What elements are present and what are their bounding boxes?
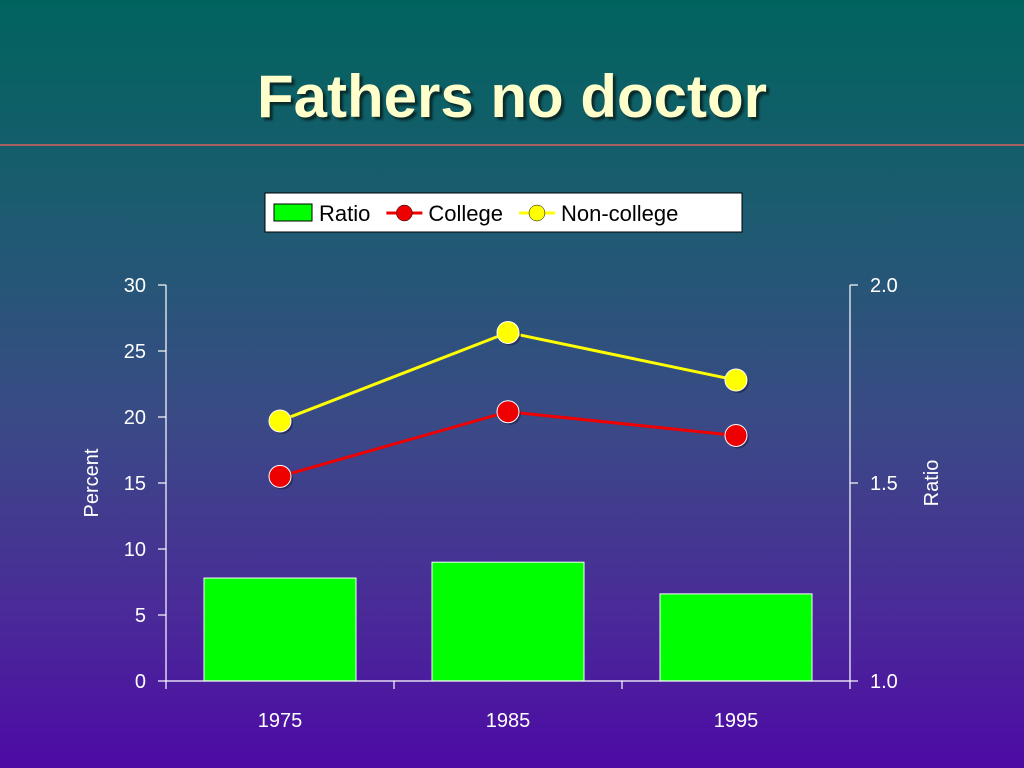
legend-label-ratio: Ratio bbox=[319, 201, 370, 226]
college-point-1995 bbox=[724, 423, 748, 447]
legend-box bbox=[264, 192, 743, 233]
left-tick-label-10: 10 bbox=[124, 539, 146, 561]
y2-axis-title: Ratio bbox=[921, 460, 943, 507]
legend-label-college: College bbox=[428, 201, 503, 226]
y-axis-title: Percent bbox=[81, 448, 103, 517]
right-tick-label-1.0: 1.0 bbox=[870, 671, 898, 693]
ratio-bar-1995 bbox=[659, 593, 813, 682]
ratio-bars bbox=[203, 561, 813, 682]
left-tick-label-5: 5 bbox=[135, 605, 146, 627]
legend-label-non-college: Non-college bbox=[561, 201, 678, 226]
legend: Ratio College Non-college bbox=[264, 192, 743, 233]
chart-axes: 0 5 10 15 20 25 30 1.0 1.5 2.0 1975 1985 1995 Percent… bbox=[81, 275, 943, 732]
college-point-1975 bbox=[268, 464, 292, 488]
x-tick-label-1995: 1995 bbox=[714, 710, 759, 732]
right-tick-label-1.5: 1.5 bbox=[870, 473, 898, 495]
left-tick-label-20: 20 bbox=[124, 407, 146, 429]
non-college-point-1985 bbox=[496, 321, 520, 345]
left-tick-label-15: 15 bbox=[124, 473, 146, 495]
ratio-bar-1985 bbox=[431, 561, 585, 682]
college-point-1985 bbox=[496, 400, 520, 424]
left-tick-label-25: 25 bbox=[124, 341, 146, 363]
non-college-point-1995 bbox=[724, 368, 748, 392]
left-tick-label-0: 0 bbox=[135, 671, 146, 693]
x-tick-label-1975: 1975 bbox=[258, 710, 303, 732]
non-college-point-1975 bbox=[268, 409, 292, 433]
legend-marker-non-college bbox=[528, 204, 546, 222]
left-tick-label-30: 30 bbox=[124, 275, 146, 297]
x-tick-label-1985: 1985 bbox=[486, 710, 531, 732]
percent-lines bbox=[268, 321, 749, 490]
legend-marker-college bbox=[396, 204, 413, 222]
slide-title: Fathers no doctor bbox=[256, 63, 768, 130]
ratio-bar-1975 bbox=[203, 577, 357, 682]
title-divider bbox=[0, 144, 1024, 146]
legend-swatch-ratio bbox=[273, 203, 313, 222]
right-tick-label-2.0: 2.0 bbox=[870, 275, 898, 297]
